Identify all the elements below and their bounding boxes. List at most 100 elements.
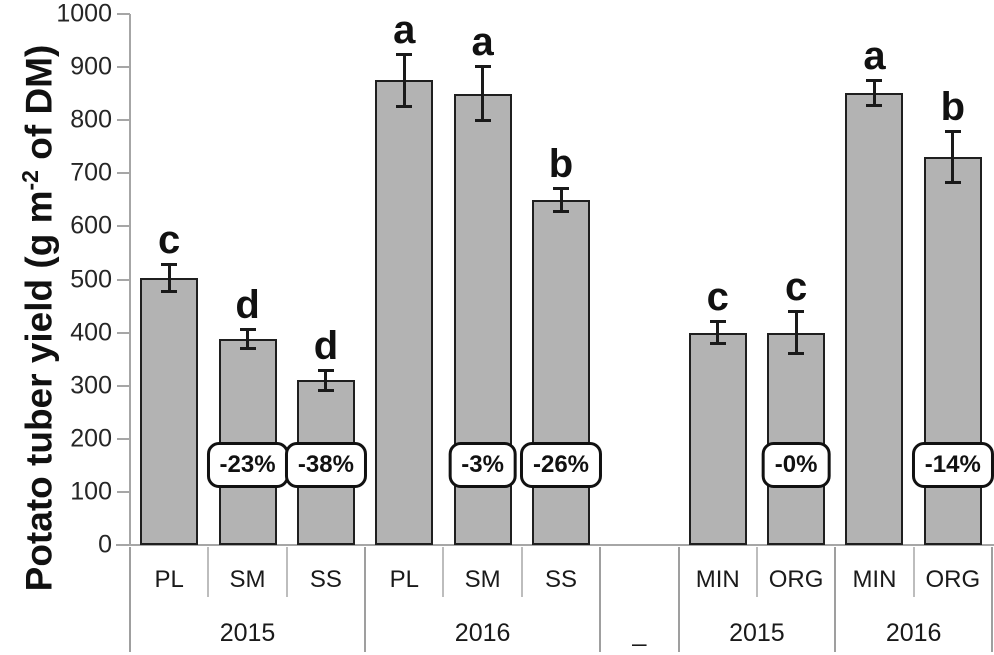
y-tick-mark [117, 331, 130, 334]
x-category-label: PL [389, 566, 419, 593]
sig-letter-min-2015: c [706, 274, 729, 319]
x-year-label: 2015 [219, 619, 276, 647]
group-separator [599, 547, 602, 652]
y-tick-label: 0 [98, 530, 112, 559]
bar-min-2015 [688, 332, 747, 545]
y-tick-label: 300 [70, 371, 112, 400]
pct-badge-ss-2016: -26% [519, 442, 603, 489]
group-separator [364, 547, 367, 652]
pct-badge-org-2015: -0% [761, 442, 831, 489]
y-tick-label: 700 [70, 158, 112, 187]
category-separator [520, 547, 523, 597]
sig-letter-sm-2015: d [235, 283, 260, 328]
x-category-label: SM [229, 566, 266, 593]
pct-badge-org-2016: -14% [911, 442, 994, 489]
error-bar-org-2015 [794, 311, 798, 354]
error-cap-bottom-org-2015 [788, 351, 805, 355]
y-axis-title-superscript: -2 [17, 170, 43, 191]
x-year-label: 2015 [729, 619, 785, 647]
sig-letter-ss-2016: b [548, 142, 574, 187]
error-bar-sm-2016 [481, 66, 485, 122]
error-cap-top-min-2016 [866, 78, 883, 82]
bar-org-2015 [767, 332, 826, 545]
sig-letter-ss-2015: d [313, 323, 339, 368]
error-cap-bottom-pl-2015 [161, 289, 178, 293]
sig-letter-pl-2015: c [158, 218, 181, 263]
error-cap-top-pl-2016 [396, 52, 413, 56]
category-separator [755, 547, 758, 597]
error-cap-top-sm-2015 [239, 328, 256, 332]
sig-letter-org-2016: b [940, 84, 966, 129]
error-cap-top-pl-2015 [161, 263, 178, 267]
y-tick-label: 800 [70, 105, 112, 134]
y-tick-label: 200 [70, 424, 112, 453]
y-tick-mark [117, 278, 130, 281]
error-bar-ss-2016 [559, 188, 563, 212]
error-cap-bottom-sm-2016 [474, 119, 491, 123]
y-tick-mark [117, 384, 130, 387]
x-year-label: 2016 [454, 619, 511, 647]
bar-pl-2015 [140, 277, 199, 545]
y-tick-label: 500 [70, 265, 112, 293]
y-tick-mark [117, 544, 130, 546]
pct-badge-ss-2015: -38% [284, 442, 367, 489]
y-tick-label: 1000 [56, 0, 112, 28]
error-bar-sm-2015 [246, 329, 250, 349]
error-bar-pl-2015 [167, 264, 171, 292]
x-category-label: PL [154, 566, 184, 593]
error-cap-top-org-2016 [944, 129, 961, 133]
y-axis-line [129, 14, 131, 545]
y-tick-mark [117, 437, 130, 440]
bar-sm-2015 [218, 338, 277, 545]
group-separator [991, 547, 993, 652]
error-bar-min-2015 [716, 320, 720, 345]
y-tick-mark [117, 13, 130, 15]
sig-letter-pl-2016: a [393, 7, 416, 52]
category-separator [285, 547, 288, 597]
y-tick-mark [117, 66, 130, 69]
x-year-label: 2016 [885, 619, 942, 647]
error-cap-top-ss-2016 [553, 187, 569, 191]
x-category-label: MIN [695, 566, 740, 593]
error-cap-bottom-org-2016 [944, 180, 961, 184]
x-category-label: ORG [925, 566, 981, 593]
bar-min-2016 [845, 93, 904, 545]
y-tick-label: 400 [70, 318, 112, 347]
error-bar-min-2016 [872, 79, 876, 107]
x-category-label: SM [464, 566, 501, 593]
y-tick-label: 100 [70, 477, 112, 506]
category-separator [912, 547, 915, 597]
y-tick-mark [117, 172, 130, 175]
y-tick-mark [117, 225, 130, 228]
y-tick-label: 900 [70, 52, 112, 81]
error-cap-top-ss-2015 [317, 368, 334, 372]
error-cap-bottom-ss-2015 [317, 389, 334, 392]
x-category-label: ORG [768, 566, 824, 593]
group-separator [129, 547, 131, 652]
error-cap-top-sm-2016 [474, 65, 491, 69]
x-category-label: SS [309, 566, 342, 593]
error-cap-bottom-min-2016 [866, 104, 883, 108]
x-category-label: SS [544, 566, 577, 593]
pct-badge-sm-2016: -3% [448, 442, 517, 489]
error-cap-top-min-2015 [709, 319, 726, 323]
error-cap-top-org-2015 [788, 310, 805, 314]
error-bar-org-2016 [951, 130, 955, 183]
error-cap-bottom-sm-2015 [239, 346, 256, 350]
bar-ss-2016 [532, 199, 590, 545]
category-separator [442, 547, 445, 597]
group-separator [834, 547, 837, 652]
x-axis-line [116, 544, 994, 546]
error-cap-bottom-min-2015 [709, 342, 726, 346]
group-separator [677, 547, 680, 652]
error-bar-pl-2016 [402, 53, 406, 107]
error-cap-bottom-ss-2016 [553, 209, 569, 213]
y-tick-mark [117, 119, 130, 122]
y-tick-label: 600 [70, 211, 112, 240]
sig-letter-org-2015: c [784, 265, 808, 310]
y-tick-mark [117, 490, 130, 493]
x-category-label: MIN [852, 566, 897, 593]
sig-letter-min-2016: a [863, 33, 886, 78]
bar-pl-2016 [375, 80, 434, 545]
